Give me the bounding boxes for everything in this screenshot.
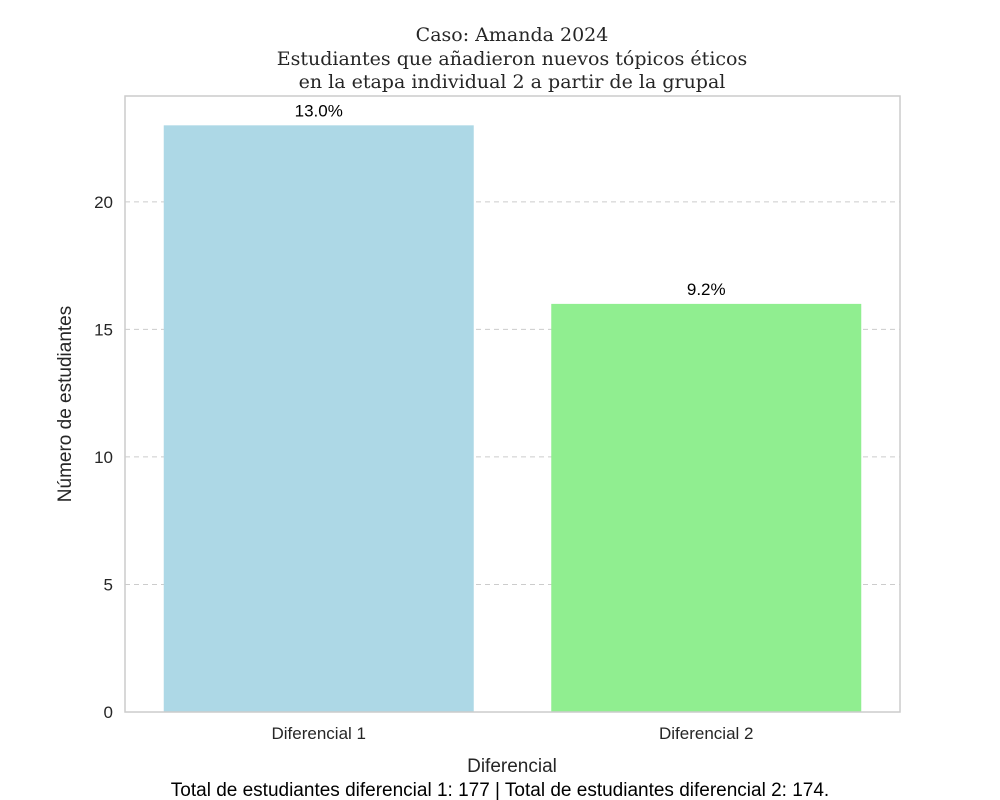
- y-tick-label: 0: [104, 703, 113, 722]
- y-tick-label: 20: [94, 193, 113, 212]
- x-tick-label: Diferencial 2: [659, 724, 754, 743]
- y-tick-label: 5: [104, 575, 113, 594]
- bars: [163, 125, 862, 713]
- x-axis-ticks: Diferencial 1 Diferencial 2: [272, 724, 754, 743]
- plot-frame: [124, 95, 901, 713]
- y-axis-ticks: 0 5 10 15 20: [94, 193, 113, 722]
- bar: [551, 303, 862, 712]
- bar: [163, 125, 474, 713]
- bar-value-label: 13.0%: [295, 101, 343, 120]
- x-axis-label: Diferencial: [467, 756, 557, 777]
- y-axis-label: Número de estudiantes: [55, 306, 76, 502]
- bar-value-labels: 13.0% 9.2%: [295, 101, 726, 299]
- bar-value-label: 9.2%: [687, 280, 726, 299]
- x-tick-label: Diferencial 1: [272, 724, 367, 743]
- y-tick-label: 15: [94, 320, 113, 339]
- chart-title: Caso: Amanda 2024 Estudiantes que añadie…: [277, 24, 747, 93]
- chart-title-line-2: Estudiantes que añadieron nuevos tópicos…: [277, 48, 747, 70]
- y-tick-label: 10: [94, 448, 113, 467]
- chart-title-line-3: en la etapa individual 2 a partir de la …: [299, 71, 726, 93]
- chart-title-line-1: Caso: Amanda 2024: [416, 24, 609, 46]
- footnote-totals: Total de estudiantes diferencial 1: 177 …: [171, 780, 829, 800]
